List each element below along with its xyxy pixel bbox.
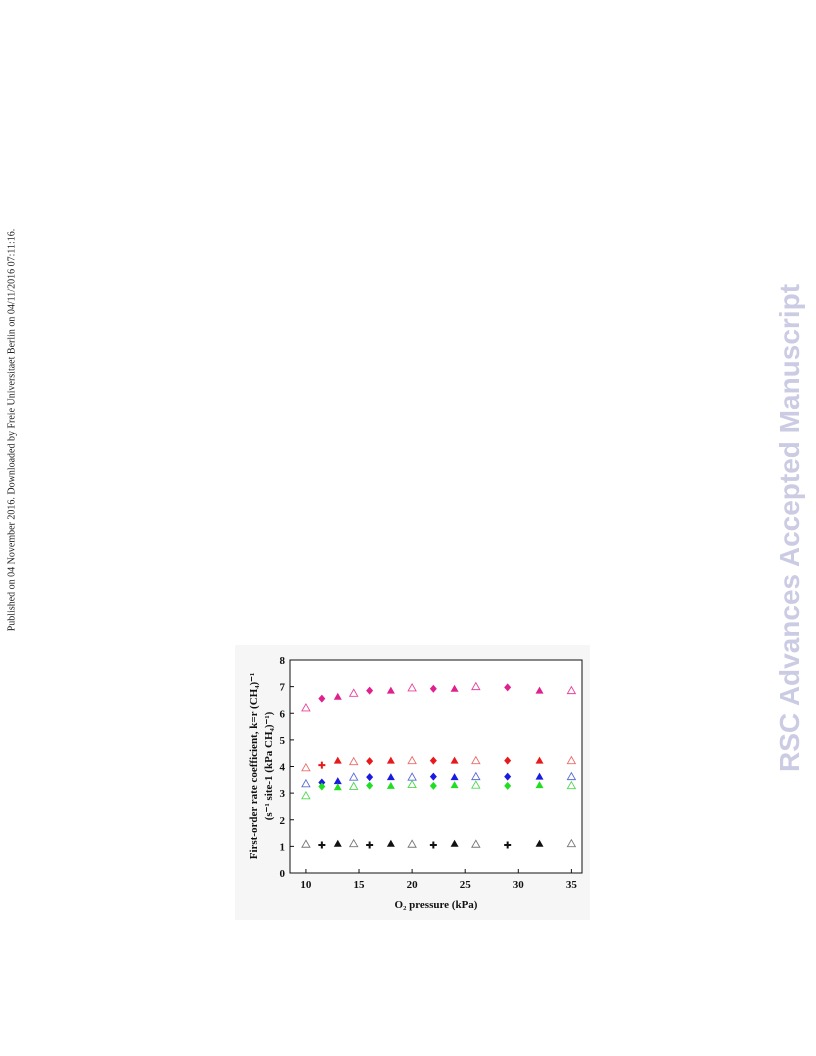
data-point <box>535 772 544 780</box>
y-tick-label: 5 <box>280 735 286 747</box>
data-point <box>333 756 342 764</box>
data-point <box>348 838 359 848</box>
data-point <box>566 838 577 848</box>
data-point <box>535 839 544 847</box>
data-point <box>348 756 359 766</box>
data-point <box>407 755 417 765</box>
data-point <box>366 773 374 782</box>
data-point <box>504 756 512 765</box>
data-point <box>450 684 459 692</box>
x-tick-label: 10 <box>300 879 312 891</box>
data-point <box>386 839 395 847</box>
y-tick-label: 3 <box>280 788 286 800</box>
y-tick-label: 8 <box>280 655 286 667</box>
data-point <box>301 839 311 848</box>
y-tick-label: 0 <box>280 868 286 880</box>
y-tick-label: 1 <box>280 841 286 853</box>
data-point <box>301 703 311 712</box>
data-point <box>429 756 437 765</box>
data-point <box>504 841 512 849</box>
y-axis-label: (s⁻¹ site-1 (kPa CH₄)⁻¹) <box>263 711 275 820</box>
data-point <box>450 839 459 847</box>
data-point <box>386 781 395 789</box>
data-point <box>366 781 374 790</box>
data-point <box>366 757 374 766</box>
data-point <box>504 772 512 781</box>
y-tick-label: 6 <box>280 708 286 720</box>
y-tick-label: 4 <box>280 762 286 774</box>
data-point <box>450 781 459 789</box>
data-point <box>348 688 359 697</box>
y-tick-label: 2 <box>280 815 286 827</box>
data-point <box>471 771 481 781</box>
data-point <box>386 686 395 694</box>
data-point <box>318 694 326 703</box>
data-point <box>429 781 437 790</box>
data-point <box>450 773 459 781</box>
data-point <box>471 755 481 765</box>
data-point <box>407 683 417 692</box>
x-tick-label: 15 <box>354 879 366 891</box>
data-point <box>535 781 544 789</box>
data-point <box>366 686 374 695</box>
y-axis-label: First-order rate coefficient, k=r (CH₄)⁻… <box>248 673 260 860</box>
data-point <box>366 841 374 849</box>
data-point <box>333 777 342 785</box>
data-point <box>407 779 417 789</box>
data-point <box>386 773 395 781</box>
x-tick-label: 25 <box>460 879 472 891</box>
data-point <box>566 771 577 781</box>
data-point <box>348 772 359 781</box>
data-point <box>301 762 311 772</box>
x-axis-label: O₂ pressure (kPa) <box>395 899 478 911</box>
data-point <box>407 839 417 848</box>
data-point <box>504 683 512 692</box>
data-point <box>535 756 544 764</box>
data-point <box>566 685 577 695</box>
data-point <box>566 755 577 765</box>
data-point <box>504 781 512 790</box>
data-point <box>348 781 359 790</box>
x-tick-label: 30 <box>513 879 525 891</box>
data-point <box>429 684 437 693</box>
y-tick-label: 7 <box>280 682 286 694</box>
data-point <box>471 780 481 789</box>
data-point <box>301 778 311 788</box>
data-point <box>318 782 326 791</box>
data-point <box>333 692 342 700</box>
x-tick-label: 20 <box>407 879 419 891</box>
data-point <box>333 839 342 847</box>
data-point <box>450 756 459 764</box>
data-point <box>471 681 481 691</box>
data-point <box>386 756 395 764</box>
data-point <box>429 772 437 781</box>
data-point <box>535 686 544 694</box>
data-point <box>318 761 326 769</box>
data-point <box>566 780 577 790</box>
data-point <box>471 839 481 848</box>
data-point <box>301 790 311 800</box>
data-point <box>429 841 437 849</box>
x-tick-label: 35 <box>566 879 578 891</box>
data-point <box>318 841 326 849</box>
data-point <box>333 783 342 791</box>
